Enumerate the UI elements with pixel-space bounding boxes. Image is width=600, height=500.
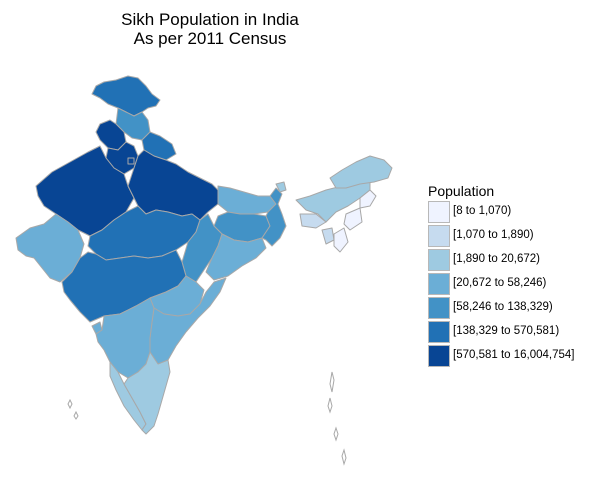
island-lakshadweep-2: [73, 410, 79, 420]
legend-label-2: [1,890 to 20,672): [453, 253, 540, 265]
legend-item: [138,329 to 570,581): [428, 321, 598, 345]
legend-item: [20,672 to 58,246): [428, 273, 598, 297]
legend-swatch-3: [428, 273, 450, 295]
legend-swatch-2: [428, 249, 450, 271]
state-tamil-nadu[interactable]: [123, 351, 171, 435]
state-meghalaya[interactable]: [299, 213, 327, 229]
island-nicobar-2: [341, 448, 347, 466]
legend-label-4: [58,246 to 138,329): [453, 301, 553, 313]
island-nicobar-1: [333, 426, 339, 442]
island-lakshadweep-1: [67, 398, 73, 410]
legend-item: [1,890 to 20,672): [428, 249, 598, 273]
state-west-bengal[interactable]: [261, 187, 287, 247]
legend-item: [570,581 to 16,004,754]: [428, 345, 598, 369]
state-manipur[interactable]: [343, 207, 363, 231]
legend-swatch-6: [428, 345, 450, 367]
state-sikkim[interactable]: [275, 181, 287, 193]
state-karnataka[interactable]: [95, 297, 155, 379]
state-arunachal-pradesh[interactable]: [329, 155, 393, 189]
chart-title: Sikh Population in India As per 2011 Cen…: [90, 10, 330, 48]
state-mizoram[interactable]: [333, 227, 349, 253]
state-delhi[interactable]: [127, 157, 135, 165]
legend-item: [58,246 to 138,329): [428, 297, 598, 321]
state-tripura[interactable]: [321, 227, 335, 245]
legend-label-5: [138,329 to 570,581): [453, 325, 560, 337]
legend-label-0: [8 to 1,070): [453, 205, 512, 217]
legend-label-1: [1,070 to 1,890): [453, 229, 534, 241]
legend-item: [1,070 to 1,890): [428, 225, 598, 249]
legend-label-6: [570,581 to 16,004,754]: [453, 349, 575, 361]
state-jammu-kashmir[interactable]: [91, 75, 161, 117]
state-maharashtra[interactable]: [61, 249, 187, 323]
legend-label-3: [20,672 to 58,246): [453, 277, 547, 289]
legend-item: [8 to 1,070): [428, 201, 598, 225]
island-andaman-2: [327, 397, 333, 414]
legend-swatch-4: [428, 297, 450, 319]
legend-title: Population: [428, 183, 495, 199]
legend-swatch-5: [428, 321, 450, 343]
island-andaman-1: [329, 371, 335, 393]
state-odisha[interactable]: [205, 233, 267, 281]
state-bihar[interactable]: [217, 185, 277, 215]
title-line-2: As per 2011 Census: [133, 29, 287, 48]
title-line-1: Sikh Population in India: [121, 10, 299, 29]
legend-swatch-1: [428, 225, 450, 247]
legend: Population [8 to 1,070) [1,070 to 1,890)…: [428, 182, 598, 369]
legend-swatch-0: [428, 201, 450, 223]
state-nagaland[interactable]: [359, 189, 377, 209]
